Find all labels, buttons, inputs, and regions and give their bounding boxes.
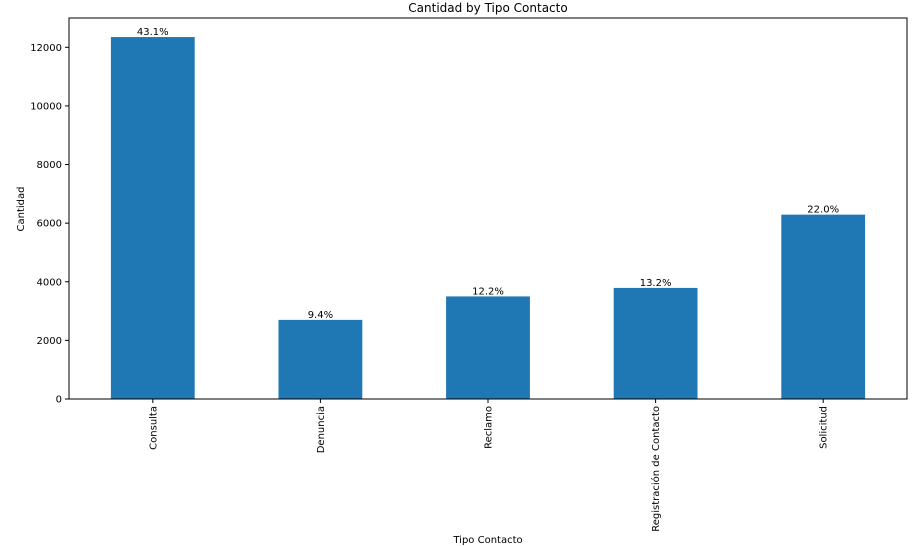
y-tick-label: 6000 — [37, 219, 62, 230]
y-tick-label: 2000 — [37, 336, 62, 347]
y-tick-label: 12000 — [30, 43, 62, 54]
bar-1 — [278, 319, 363, 399]
bar-data-label: 22.0% — [807, 205, 839, 216]
bar-data-label: 13.2% — [640, 278, 672, 289]
x-tick-label: Solicitud — [819, 406, 830, 449]
y-tick-label: 8000 — [37, 160, 62, 171]
bar-data-label: 9.4% — [308, 310, 333, 321]
plot-area: 0 2000 4000 6000 8000 10000 12000 Consulta Denun… — [30, 17, 908, 532]
x-tick-label: Reclamo — [484, 406, 495, 449]
x-tick-label: Denuncia — [316, 406, 327, 453]
bar-3 — [613, 287, 698, 399]
bar-4 — [781, 214, 866, 399]
y-tick-label: 4000 — [37, 277, 62, 288]
y-axis-label: Cantidad — [16, 187, 27, 232]
x-tick-label: Consulta — [148, 406, 159, 450]
chart-title: Cantidad by Tipo Contacto — [408, 1, 567, 15]
x-axis-label: Tipo Contacto — [452, 535, 522, 546]
x-tick-label: Registración de Contacto — [650, 406, 662, 532]
bar-data-label: 12.2% — [472, 286, 504, 297]
y-tick-label: 0 — [56, 395, 62, 406]
bar-2 — [446, 296, 530, 399]
bar-data-label: 43.1% — [137, 27, 169, 38]
y-tick-label: 10000 — [30, 101, 62, 112]
bar-0 — [110, 37, 195, 400]
